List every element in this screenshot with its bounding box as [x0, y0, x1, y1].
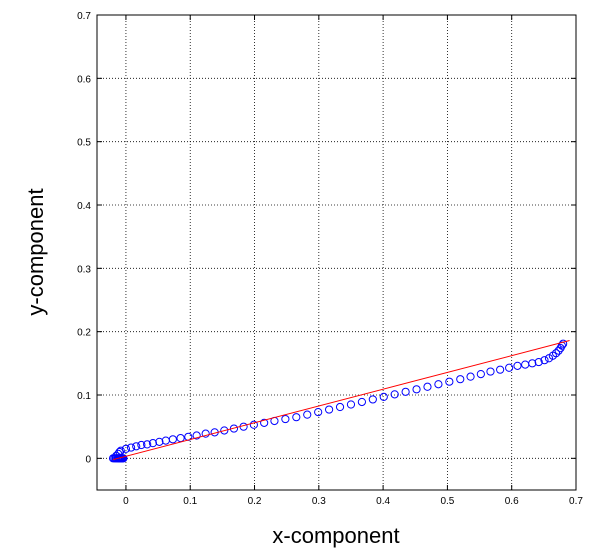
x-tick-label: 0.6 [505, 496, 519, 507]
data-point [528, 359, 537, 368]
data-point [192, 431, 201, 440]
data-point [115, 447, 124, 457]
data-point [143, 440, 152, 449]
data-point [126, 443, 136, 452]
data-point [220, 426, 229, 435]
grid [97, 14, 577, 490]
fit-line [112, 340, 570, 461]
data-point [201, 429, 210, 438]
y-tick-label: 0 [85, 454, 91, 465]
data-point [346, 400, 356, 409]
data-point [390, 390, 399, 399]
data-point [368, 395, 377, 404]
data-point [466, 372, 475, 381]
data-point [557, 341, 566, 350]
y-tick-label: 0.5 [77, 138, 91, 149]
y-tick-label: 0.6 [77, 74, 91, 85]
x-tick-label: 0.7 [569, 496, 583, 507]
data-point [292, 413, 301, 422]
data-point [540, 356, 549, 365]
data-point [260, 418, 269, 427]
data-point [434, 380, 443, 389]
data-point [456, 375, 465, 384]
y-tick-label: 0.7 [77, 11, 91, 22]
data-point [132, 442, 141, 451]
data-point [314, 408, 323, 417]
data-point [476, 370, 485, 379]
x-tick-label: 0.4 [376, 496, 390, 507]
y-tick-label: 0.1 [77, 391, 91, 402]
y-tick-label: 0.2 [77, 328, 91, 339]
data-point [412, 385, 421, 394]
data-point [379, 392, 388, 401]
data-point [121, 444, 131, 453]
plot-data [108, 339, 570, 463]
data-point [161, 436, 170, 445]
y-tick-label: 0.4 [77, 201, 91, 212]
x-tick-label: 0.3 [312, 496, 326, 507]
data-point [505, 363, 514, 372]
data-point [534, 357, 543, 367]
data-point [249, 420, 258, 429]
x-tick-label: 0.2 [248, 496, 262, 507]
data-point [335, 402, 345, 412]
x-tick-label: 0 [123, 496, 129, 507]
data-point [513, 361, 522, 370]
data-point [116, 446, 125, 455]
data-point [559, 339, 568, 348]
x-axis-label: x-component [272, 523, 399, 548]
data-point [486, 367, 495, 376]
axis-ticks: 0 0.1 0.2 0.3 0.4 0.5 0.6 0.7 0 0.1 0.2 0.3 0.4 0.5 0.… [77, 11, 583, 507]
data-point [168, 435, 177, 444]
data-point [496, 365, 505, 374]
data-point [551, 349, 561, 358]
y-axis-label: y-component [23, 188, 48, 315]
data-point [423, 382, 432, 391]
data-point [303, 410, 312, 419]
data-point [281, 414, 290, 424]
data-point [357, 397, 366, 407]
data-point [445, 377, 454, 386]
data-point [155, 437, 164, 446]
y-tick-label: 0.3 [77, 264, 91, 275]
x-tick-label: 0.1 [183, 496, 197, 507]
data-point [148, 439, 158, 448]
data-point [521, 360, 530, 369]
data-point [137, 440, 146, 450]
data-point [401, 387, 410, 396]
data-point [325, 405, 334, 414]
data-point [176, 433, 185, 443]
x-tick-label: 0.5 [440, 496, 454, 507]
plot-area-frame [96, 14, 577, 491]
